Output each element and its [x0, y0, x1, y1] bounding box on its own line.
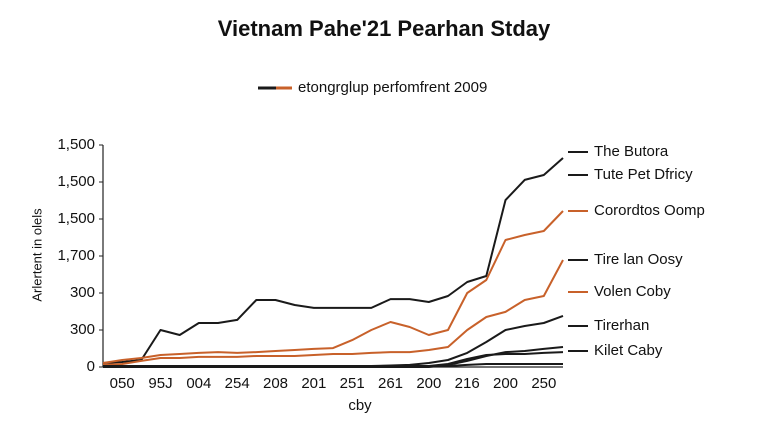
series-line [103, 314, 564, 368]
series-label: Tire lan Oosy [594, 251, 683, 268]
series-line [102, 210, 564, 364]
series-label: Volen Coby [594, 283, 671, 300]
x-tick-label: 208 [263, 375, 288, 392]
x-tick-label: 250 [531, 375, 556, 392]
series-label: Tute Pet Dfricy [594, 166, 693, 183]
y-tick-label: 0 [87, 358, 95, 375]
x-tick-label: 216 [455, 375, 480, 392]
y-axis-title: Arlertent in olels [29, 208, 44, 302]
subtitle: etongrglup perfomfrent 2009 [298, 79, 487, 96]
y-tick-label: 1,700 [57, 247, 95, 264]
series-line [103, 363, 563, 367]
y-tick-label: 300 [70, 284, 95, 301]
series-label: Kilet Caby [594, 342, 663, 359]
series-label: Corordtos Oomp [594, 202, 705, 219]
x-axis-title: cby [348, 397, 372, 414]
x-tick-label: 201 [301, 375, 326, 392]
chart-title: Vietnam Pahe'21 Pearhan Stday [218, 16, 551, 41]
x-tick-label: 050 [110, 375, 135, 392]
x-tick-label: 261 [378, 375, 403, 392]
x-tick-label: 004 [186, 375, 211, 392]
y-tick-label: 1,500 [57, 210, 95, 227]
y-tick-label: 1,500 [57, 136, 95, 153]
x-tick-label: 200 [493, 375, 518, 392]
x-tick-label: 254 [225, 375, 250, 392]
series-label: The Butora [594, 143, 669, 160]
x-tick-label: 200 [416, 375, 441, 392]
series-line [102, 259, 564, 366]
x-tick-label: 251 [340, 375, 365, 392]
y-tick-label: 1,500 [57, 173, 95, 190]
series-label: Tirerhan [594, 317, 649, 334]
x-tick-label: 95J [148, 375, 172, 392]
series-line [102, 157, 564, 364]
y-tick-label: 300 [70, 321, 95, 338]
